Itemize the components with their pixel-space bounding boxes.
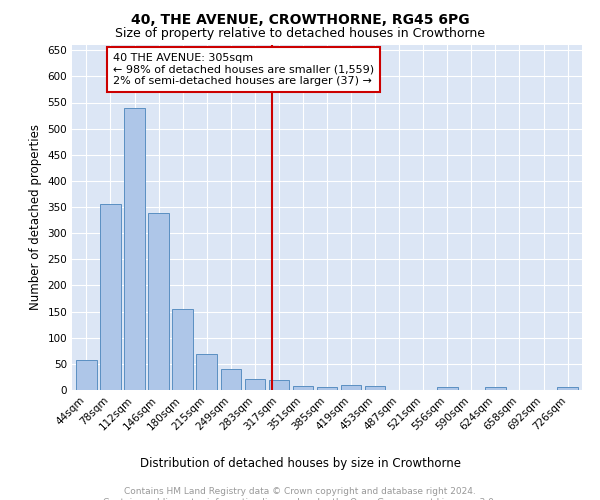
Bar <box>341 385 361 390</box>
Bar <box>148 214 169 390</box>
Bar <box>485 388 506 390</box>
Text: Size of property relative to detached houses in Crowthorne: Size of property relative to detached ho… <box>115 28 485 40</box>
Bar <box>317 388 337 390</box>
Text: 40, THE AVENUE, CROWTHORNE, RG45 6PG: 40, THE AVENUE, CROWTHORNE, RG45 6PG <box>131 12 469 26</box>
Bar <box>365 386 385 390</box>
Text: 40 THE AVENUE: 305sqm
← 98% of detached houses are smaller (1,559)
2% of semi-de: 40 THE AVENUE: 305sqm ← 98% of detached … <box>113 53 374 86</box>
Y-axis label: Number of detached properties: Number of detached properties <box>29 124 42 310</box>
Bar <box>437 387 458 390</box>
Text: Contains HM Land Registry data © Crown copyright and database right 2024.
Contai: Contains HM Land Registry data © Crown c… <box>103 488 497 500</box>
Bar <box>124 108 145 390</box>
Text: Distribution of detached houses by size in Crowthorne: Distribution of detached houses by size … <box>139 458 461 470</box>
Bar <box>293 386 313 390</box>
Bar <box>100 204 121 390</box>
Bar <box>76 360 97 390</box>
Bar <box>245 378 265 390</box>
Bar <box>196 354 217 390</box>
Bar <box>269 380 289 390</box>
Bar <box>557 387 578 390</box>
Bar <box>172 309 193 390</box>
Bar <box>221 369 241 390</box>
